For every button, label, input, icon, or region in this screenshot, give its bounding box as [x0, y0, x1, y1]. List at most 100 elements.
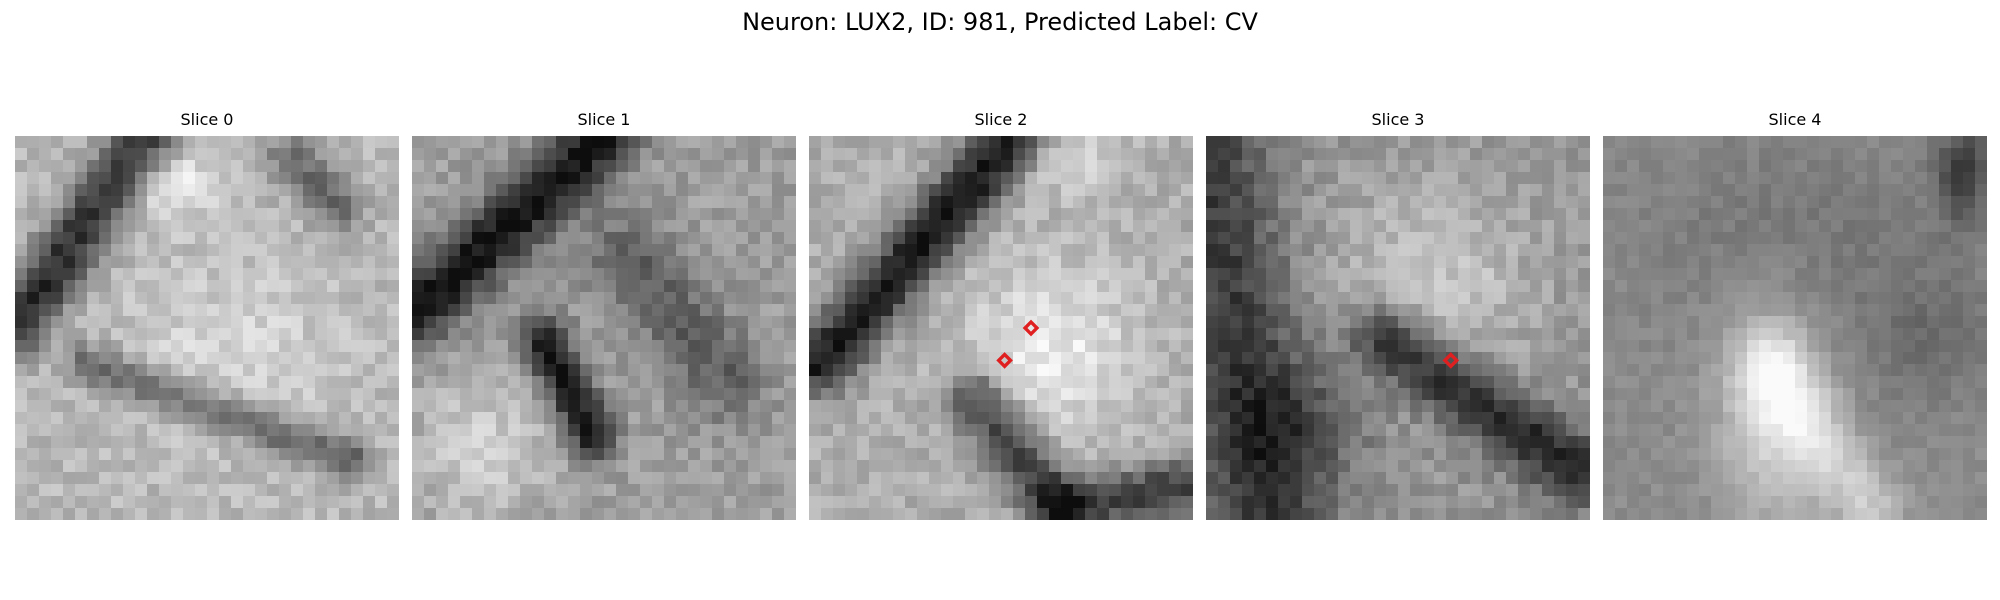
image-pixel	[219, 160, 232, 173]
image-pixel	[63, 208, 76, 221]
slice-panel: Slice 1	[412, 108, 796, 520]
image-pixel	[1386, 244, 1399, 257]
image-pixel	[255, 220, 268, 233]
image-pixel	[1362, 400, 1375, 413]
image-pixel	[748, 424, 761, 437]
image-pixel	[1939, 412, 1952, 425]
image-pixel	[496, 316, 509, 329]
image-pixel	[351, 364, 364, 377]
image-pixel	[1362, 160, 1375, 173]
image-pixel	[327, 484, 340, 497]
image-pixel	[1687, 448, 1700, 461]
image-pixel	[1615, 220, 1628, 233]
image-pixel	[1326, 184, 1339, 197]
image-pixel	[1939, 256, 1952, 269]
image-pixel	[1879, 304, 1892, 317]
image-pixel	[315, 196, 328, 209]
image-pixel	[1434, 208, 1447, 221]
image-pixel	[327, 412, 340, 425]
image-pixel	[1675, 424, 1688, 437]
image-pixel	[544, 472, 557, 485]
image-pixel	[520, 364, 533, 377]
image-pixel	[195, 436, 208, 449]
image-pixel	[219, 460, 232, 473]
image-pixel	[604, 460, 617, 473]
image-pixel	[1350, 292, 1363, 305]
image-pixel	[1242, 424, 1255, 437]
image-pixel	[1470, 148, 1483, 161]
image-pixel	[255, 424, 268, 437]
image-pixel	[688, 280, 701, 293]
image-pixel	[1927, 172, 1940, 185]
image-pixel	[1542, 448, 1555, 461]
image-pixel	[1278, 232, 1291, 245]
image-pixel	[111, 268, 124, 281]
image-pixel	[219, 400, 232, 413]
image-pixel	[845, 184, 858, 197]
image-pixel	[1927, 136, 1940, 149]
image-pixel	[1963, 424, 1976, 437]
image-pixel	[1206, 364, 1219, 377]
image-pixel	[592, 196, 605, 209]
image-pixel	[1169, 280, 1182, 293]
image-pixel	[1049, 472, 1062, 485]
image-pixel	[544, 304, 557, 317]
image-pixel	[87, 496, 100, 509]
image-pixel	[821, 148, 834, 161]
image-pixel	[1458, 400, 1471, 413]
image-pixel	[1121, 160, 1134, 173]
image-pixel	[111, 316, 124, 329]
image-pixel	[1783, 364, 1796, 377]
image-pixel	[1554, 340, 1567, 353]
image-pixel	[1145, 508, 1158, 520]
image-pixel	[183, 232, 196, 245]
image-pixel	[1554, 148, 1567, 161]
image-pixel	[857, 268, 870, 281]
image-pixel	[424, 172, 437, 185]
image-pixel	[87, 256, 100, 269]
image-pixel	[267, 280, 280, 293]
image-pixel	[1434, 412, 1447, 425]
image-pixel	[1254, 292, 1267, 305]
image-pixel	[1386, 256, 1399, 269]
image-pixel	[1603, 208, 1616, 221]
image-pixel	[1470, 220, 1483, 233]
image-pixel	[1963, 136, 1976, 149]
image-pixel	[135, 232, 148, 245]
image-pixel	[917, 148, 930, 161]
image-pixel	[556, 304, 569, 317]
image-pixel	[436, 232, 449, 245]
image-pixel	[760, 304, 773, 317]
image-pixel	[845, 352, 858, 365]
image-pixel	[833, 340, 846, 353]
image-pixel	[1759, 340, 1772, 353]
image-pixel	[1554, 160, 1567, 173]
image-pixel	[1097, 472, 1110, 485]
image-pixel	[1314, 376, 1327, 389]
image-pixel	[1434, 136, 1447, 149]
image-pixel	[772, 400, 785, 413]
image-pixel	[724, 376, 737, 389]
image-pixel	[917, 436, 930, 449]
image-pixel	[784, 472, 796, 485]
image-pixel	[412, 352, 425, 365]
image-pixel	[508, 328, 521, 341]
image-pixel	[1374, 292, 1387, 305]
image-pixel	[27, 436, 40, 449]
image-pixel	[1181, 196, 1193, 209]
image-pixel	[772, 508, 785, 520]
image-pixel	[291, 508, 304, 520]
image-pixel	[1278, 220, 1291, 233]
image-pixel	[1049, 196, 1062, 209]
image-pixel	[1061, 340, 1074, 353]
image-pixel	[845, 400, 858, 413]
image-pixel	[267, 352, 280, 365]
image-pixel	[688, 184, 701, 197]
image-pixel	[1374, 172, 1387, 185]
image-pixel	[1554, 136, 1567, 149]
image-pixel	[207, 196, 220, 209]
image-pixel	[1891, 340, 1904, 353]
image-pixel	[1651, 400, 1664, 413]
image-pixel	[568, 160, 581, 173]
image-pixel	[604, 232, 617, 245]
